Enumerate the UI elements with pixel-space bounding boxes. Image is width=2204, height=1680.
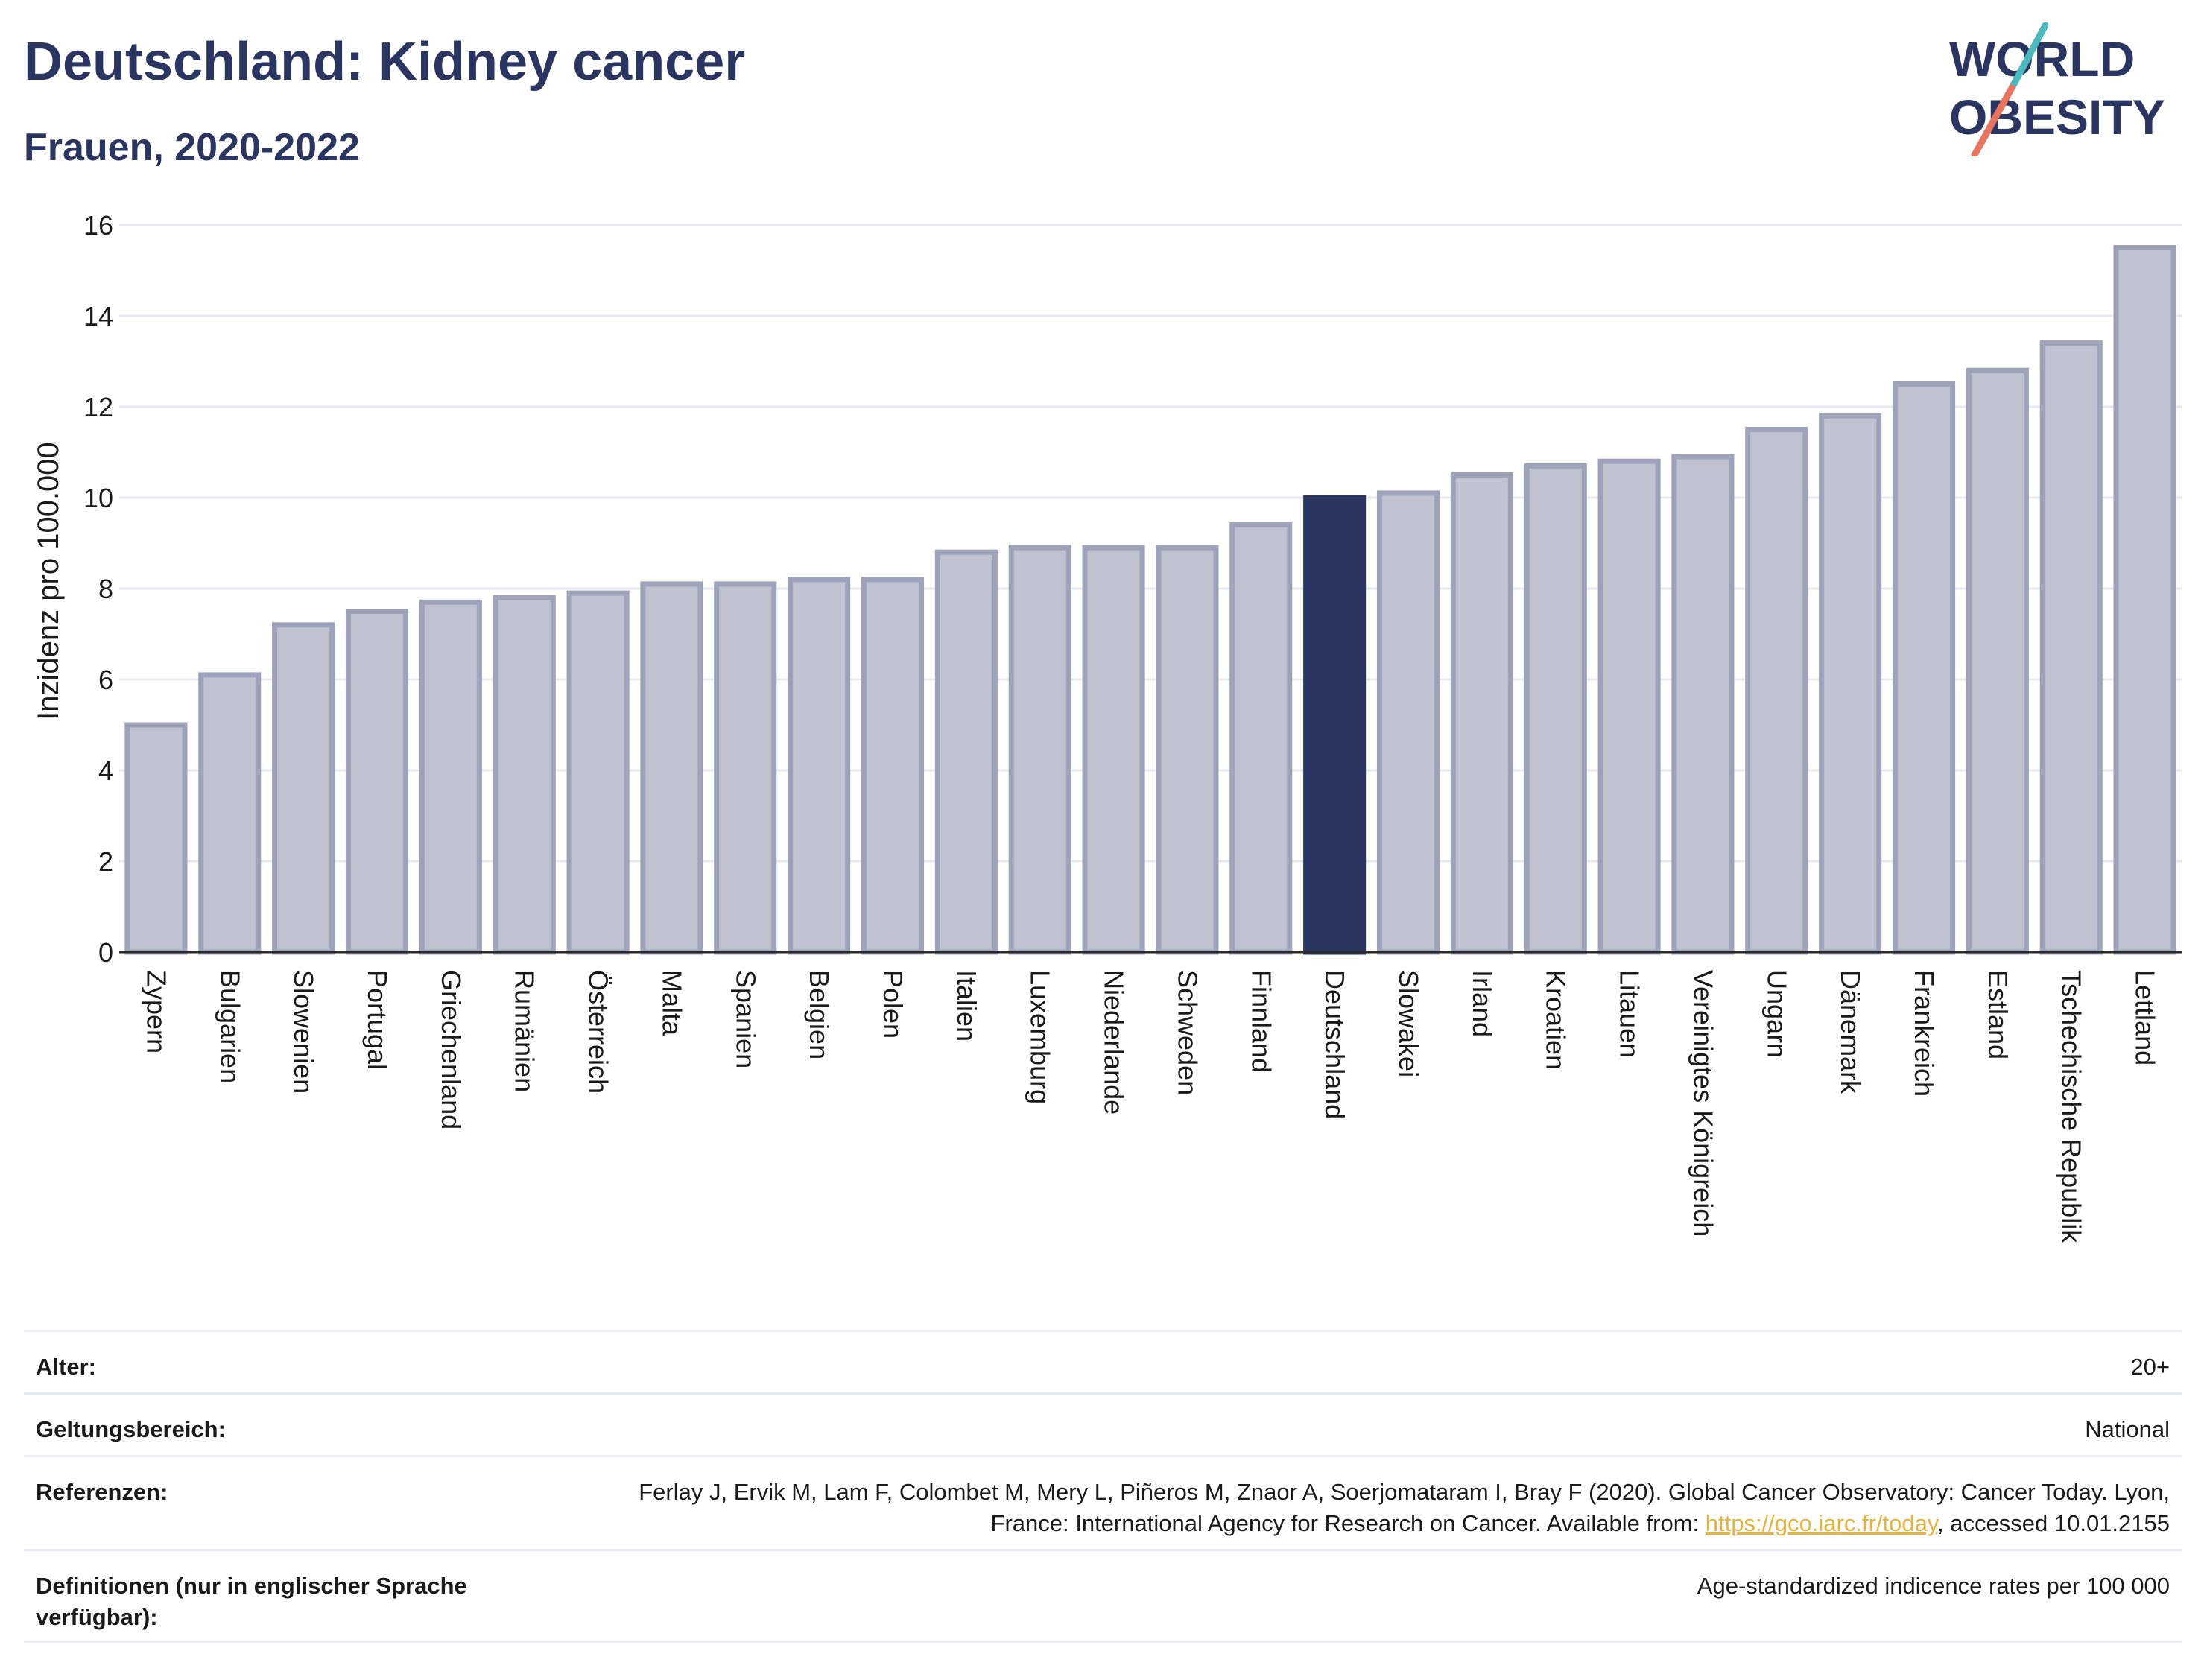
x-tick-label: Deutschland bbox=[1320, 970, 1350, 1119]
bar bbox=[1229, 522, 1293, 955]
bar-highlight bbox=[1303, 495, 1367, 955]
metadata-table: Alter: 20+ Geltungsbereich: National Referen… bbox=[24, 1330, 2182, 1643]
bar bbox=[861, 577, 925, 955]
logo-slash-red bbox=[1971, 84, 2015, 156]
metadata-value: Ferlay J, Ervik M, Lam F, Colombet M, Me… bbox=[639, 1479, 2170, 1536]
y-tick-label: 8 bbox=[98, 574, 113, 604]
y-axis-ticks: 0 2 4 6 8 10 12 14 16 bbox=[83, 210, 113, 968]
bar bbox=[1450, 472, 1513, 955]
world-obesity-logo: WORLD OBESITY bbox=[1949, 22, 2165, 156]
y-axis-title: Inzidenz pro 100.000 bbox=[32, 442, 65, 720]
x-tick-label: Dänemark bbox=[1835, 970, 1866, 1094]
bar bbox=[934, 549, 998, 955]
bar bbox=[124, 722, 188, 955]
y-tick-label: 4 bbox=[98, 755, 113, 786]
chart-title: Deutschland: Kidney cancer bbox=[24, 32, 746, 92]
x-tick-label: Luxemburg bbox=[1025, 970, 1056, 1104]
reference-link[interactable]: https://gco.iarc.fr/today bbox=[1705, 1510, 1938, 1536]
bars bbox=[124, 245, 2176, 955]
bar bbox=[198, 672, 262, 955]
x-tick-label: Kroatien bbox=[1541, 970, 1571, 1070]
bar bbox=[1008, 545, 1071, 955]
y-tick-label: 6 bbox=[98, 665, 113, 695]
y-tick-label: 12 bbox=[83, 392, 113, 422]
metadata-row: Alter: 20+ bbox=[24, 1330, 2182, 1392]
y-tick-label: 14 bbox=[83, 301, 113, 332]
bar bbox=[493, 595, 556, 955]
bar bbox=[1597, 458, 1661, 955]
x-tick-label: Slowenien bbox=[288, 970, 319, 1094]
bar bbox=[1082, 545, 1145, 955]
metadata-row: Referenzen: Ferlay J, Ervik M, Lam F, Col… bbox=[24, 1455, 2182, 1549]
x-tick-label: Litauen bbox=[1615, 970, 1645, 1058]
x-tick-label: Malta bbox=[656, 970, 687, 1036]
metadata-row: Definitionen (nur in englischer Sprache … bbox=[24, 1549, 2182, 1643]
x-tick-label: Polen bbox=[878, 970, 908, 1039]
bar bbox=[1156, 545, 1219, 955]
y-tick-label: 10 bbox=[83, 483, 113, 513]
metadata-row: Geltungsbereich: National bbox=[24, 1392, 2182, 1455]
x-tick-label: Slowakei bbox=[1393, 970, 1424, 1077]
y-tick-label: 16 bbox=[83, 210, 113, 241]
x-tick-label: Vereinigtes Königreich bbox=[1688, 970, 1718, 1237]
metadata-label: Referenzen: bbox=[36, 1479, 168, 1505]
x-tick-label: Irland bbox=[1467, 970, 1498, 1037]
bar bbox=[1819, 413, 1882, 955]
bar-chart: 0 2 4 6 8 10 12 14 16 Inzidenz pro 100.000 Zyper… bbox=[32, 210, 2182, 1243]
x-tick-label: Italien bbox=[951, 970, 982, 1042]
bar bbox=[345, 609, 409, 955]
bar bbox=[272, 622, 335, 955]
x-axis-labels: Zypern Bulgarien Slowenien Portugal Griechen… bbox=[141, 970, 2160, 1243]
metadata-label: Definitionen (nur in englischer Sprache … bbox=[36, 1573, 467, 1630]
metadata-value: 20+ bbox=[2130, 1354, 2170, 1380]
logo-slash-teal bbox=[2008, 22, 2049, 92]
metadata-label: Geltungsbereich: bbox=[36, 1416, 226, 1442]
bar bbox=[788, 577, 851, 955]
x-tick-label: Finnland bbox=[1246, 970, 1276, 1073]
x-tick-label: Tschechische Republik bbox=[2056, 970, 2087, 1243]
x-tick-label: Ungarn bbox=[1761, 970, 1792, 1058]
metadata-value: National bbox=[2085, 1416, 2170, 1442]
x-tick-label: Niederlande bbox=[1099, 970, 1130, 1115]
x-tick-label: Belgien bbox=[804, 970, 835, 1059]
x-tick-label: Lettland bbox=[2130, 970, 2161, 1065]
bar bbox=[1376, 490, 1440, 955]
bar bbox=[1745, 427, 1808, 955]
x-tick-label: Griechenland bbox=[436, 970, 466, 1129]
x-tick-label: Schweden bbox=[1172, 970, 1203, 1095]
x-tick-label: Bulgarien bbox=[215, 970, 245, 1083]
logo-line1: WORLD bbox=[1949, 31, 2135, 86]
x-tick-label: Frankreich bbox=[1909, 970, 1939, 1097]
x-tick-label: Zypern bbox=[141, 970, 171, 1053]
metadata-value: Age-standardized indicence rates per 100… bbox=[1697, 1573, 2170, 1599]
bar bbox=[1671, 454, 1735, 955]
y-tick-label: 0 bbox=[98, 937, 113, 968]
bar bbox=[1524, 463, 1587, 955]
bar bbox=[419, 599, 482, 955]
metadata-label: Alter: bbox=[36, 1354, 96, 1380]
bar bbox=[640, 581, 703, 955]
x-tick-label: Estland bbox=[1983, 970, 2013, 1059]
bar bbox=[2039, 340, 2103, 955]
x-tick-label: Spanien bbox=[730, 970, 761, 1068]
y-tick-label: 2 bbox=[98, 846, 113, 877]
bar bbox=[714, 581, 777, 955]
x-tick-label: Rumänien bbox=[510, 970, 540, 1092]
bar bbox=[566, 590, 630, 955]
bar bbox=[1892, 381, 1956, 955]
bar bbox=[1966, 367, 2029, 955]
chart-subtitle: Frauen, 2020-2022 bbox=[24, 126, 360, 169]
x-tick-label: Österreich bbox=[583, 970, 614, 1094]
x-tick-label: Portugal bbox=[362, 970, 393, 1070]
bar bbox=[2113, 245, 2176, 955]
